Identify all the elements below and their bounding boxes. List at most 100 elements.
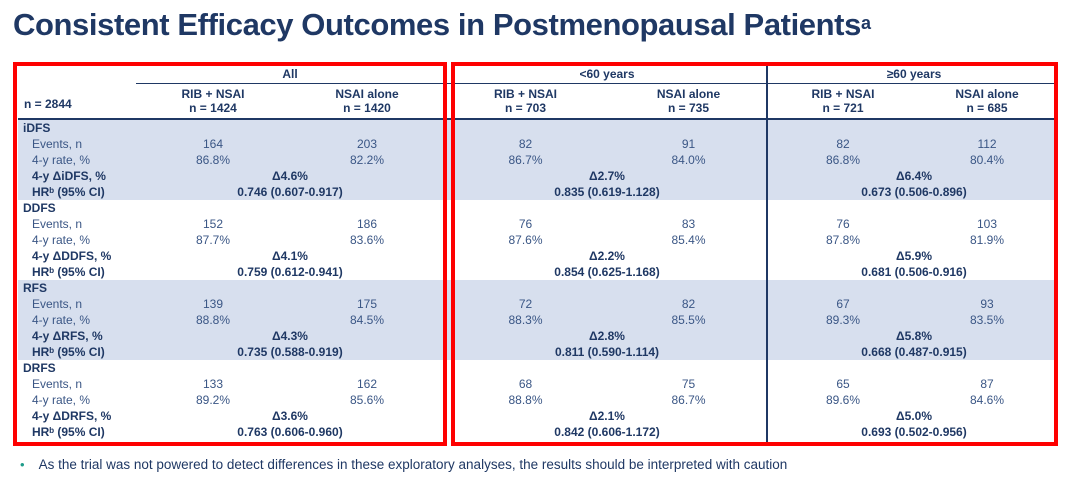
data-cell: 186 [356, 217, 378, 231]
hr-cell: 0.673 (0.506-0.896) [770, 184, 1059, 200]
arm-name: RIB + NSAI [811, 86, 875, 101]
arm-header: RIB + NSAI n = 1424 [136, 83, 290, 120]
arm-n: n = 703 [504, 100, 547, 115]
delta-cell: Δ2.7% [444, 168, 770, 184]
row-label: 4-y ΔDDFS, % [32, 249, 112, 263]
row-label: Events, n [18, 136, 136, 152]
hr-cell: 0.746 (0.607-0.917) [136, 184, 444, 200]
n-total-label: n = 2844 [18, 65, 136, 120]
arm-header: RIB + NSAI n = 721 [770, 83, 916, 120]
data-cell: 85.6% [349, 393, 385, 407]
hr-cell: 0.763 (0.606-0.960) [237, 425, 343, 439]
arm-n: n = 685 [966, 100, 1008, 115]
page-title-text: Consistent Efficacy Outcomes in Postmeno… [13, 7, 861, 42]
row-label: 4-y rate, % [18, 152, 136, 168]
data-cell: 75 [681, 377, 696, 391]
data-cell: 84.5% [290, 312, 444, 328]
data-cell: 83.6% [349, 233, 385, 247]
data-cell: 85.5% [607, 312, 770, 328]
data-cell: 86.8% [136, 152, 290, 168]
delta-cell: Δ3.6% [272, 409, 308, 423]
hr-cell: 0.811 (0.590-1.114) [444, 344, 770, 360]
row-label: Events, n [32, 217, 83, 231]
row-label: HRᵇ (95% CI) [32, 265, 105, 279]
title-footnote-marker: a [860, 13, 871, 33]
data-cell: 93 [916, 296, 1059, 312]
data-cell: 175 [290, 296, 444, 312]
group-label-under60: <60 years [444, 65, 770, 84]
data-cell: 80.4% [916, 152, 1059, 168]
arm-name: RIB + NSAI [493, 86, 557, 101]
delta-cell: Δ4.3% [136, 328, 444, 344]
row-label: 4-y rate, % [32, 393, 91, 407]
data-cell: 103 [976, 217, 998, 231]
arm-header: NSAI alone n = 735 [607, 83, 770, 120]
hr-cell: 0.668 (0.487-0.915) [770, 344, 1059, 360]
row-label: 4-y ΔDRFS, % [32, 409, 112, 423]
data-cell: 83.5% [916, 312, 1059, 328]
row-label: HRᵇ (95% CI) [18, 184, 136, 200]
data-cell: 87.7% [195, 233, 231, 247]
arm-name: RIB + NSAI [181, 86, 245, 101]
data-cell: 72 [444, 296, 607, 312]
row-label: HRᵇ (95% CI) [32, 425, 105, 439]
data-cell: 88.8% [508, 393, 543, 407]
data-cell: 82 [444, 136, 607, 152]
data-cell: 86.8% [770, 152, 916, 168]
arm-header: NSAI alone n = 1420 [290, 83, 444, 120]
section-title: DDFS [23, 201, 56, 215]
data-cell: 82.2% [290, 152, 444, 168]
delta-cell: Δ6.4% [770, 168, 1059, 184]
footer-note: As the trial was not powered to detect d… [38, 457, 788, 472]
group-label-60plus: ≥60 years [770, 65, 1059, 84]
data-cell: 82 [770, 136, 916, 152]
arm-header: RIB + NSAI n = 703 [444, 83, 607, 120]
arm-n: n = 1420 [343, 100, 391, 115]
data-cell: 65 [836, 377, 850, 391]
delta-cell: Δ2.2% [589, 249, 625, 263]
data-cell: 203 [290, 136, 444, 152]
section-title: RFS [18, 280, 1059, 296]
hr-cell: 0.681 (0.506-0.916) [861, 265, 967, 279]
arm-name: NSAI alone [656, 86, 721, 101]
data-cell: 88.8% [136, 312, 290, 328]
data-cell: 89.3% [770, 312, 916, 328]
arm-name: NSAI alone [955, 86, 1019, 101]
arm-header: NSAI alone n = 685 [916, 83, 1059, 120]
data-cell: 86.7% [671, 393, 706, 407]
delta-cell: Δ5.8% [770, 328, 1059, 344]
data-cell: 87.8% [825, 233, 861, 247]
row-label: 4-y rate, % [18, 312, 136, 328]
arm-n: n = 721 [822, 100, 864, 115]
data-cell: 91 [607, 136, 770, 152]
data-cell: 87.6% [508, 233, 543, 247]
data-cell: 164 [136, 136, 290, 152]
data-cell: 133 [202, 377, 224, 391]
arm-n: n = 735 [667, 100, 710, 115]
arm-name: NSAI alone [335, 86, 399, 101]
data-cell: 86.7% [444, 152, 607, 168]
data-cell: 112 [916, 136, 1059, 152]
page-title: Consistent Efficacy Outcomes in Postmeno… [13, 7, 871, 43]
data-cell: 83 [681, 217, 696, 231]
results-table: n = 2844 All <60 years ≥60 years RIB + N… [18, 65, 1059, 440]
row-label: 4-y ΔRFS, % [18, 328, 136, 344]
data-cell: 67 [770, 296, 916, 312]
data-cell: 84.0% [607, 152, 770, 168]
data-cell: 82 [607, 296, 770, 312]
row-label: 4-y rate, % [32, 233, 91, 247]
row-label: Events, n [18, 296, 136, 312]
delta-cell: Δ2.8% [444, 328, 770, 344]
data-cell: 88.3% [444, 312, 607, 328]
data-cell: 152 [202, 217, 224, 231]
results-table-wrap: n = 2844 All <60 years ≥60 years RIB + N… [13, 62, 1059, 446]
row-label: HRᵇ (95% CI) [18, 344, 136, 360]
data-cell: 84.6% [969, 393, 1005, 407]
delta-cell: Δ5.9% [896, 249, 932, 263]
arm-n: n = 1424 [189, 100, 237, 115]
hr-cell: 0.842 (0.606-1.172) [554, 425, 660, 439]
footer-note-row: • As the trial was not powered to detect… [20, 456, 787, 473]
hr-cell: 0.693 (0.502-0.956) [861, 425, 967, 439]
data-cell: 76 [518, 217, 533, 231]
